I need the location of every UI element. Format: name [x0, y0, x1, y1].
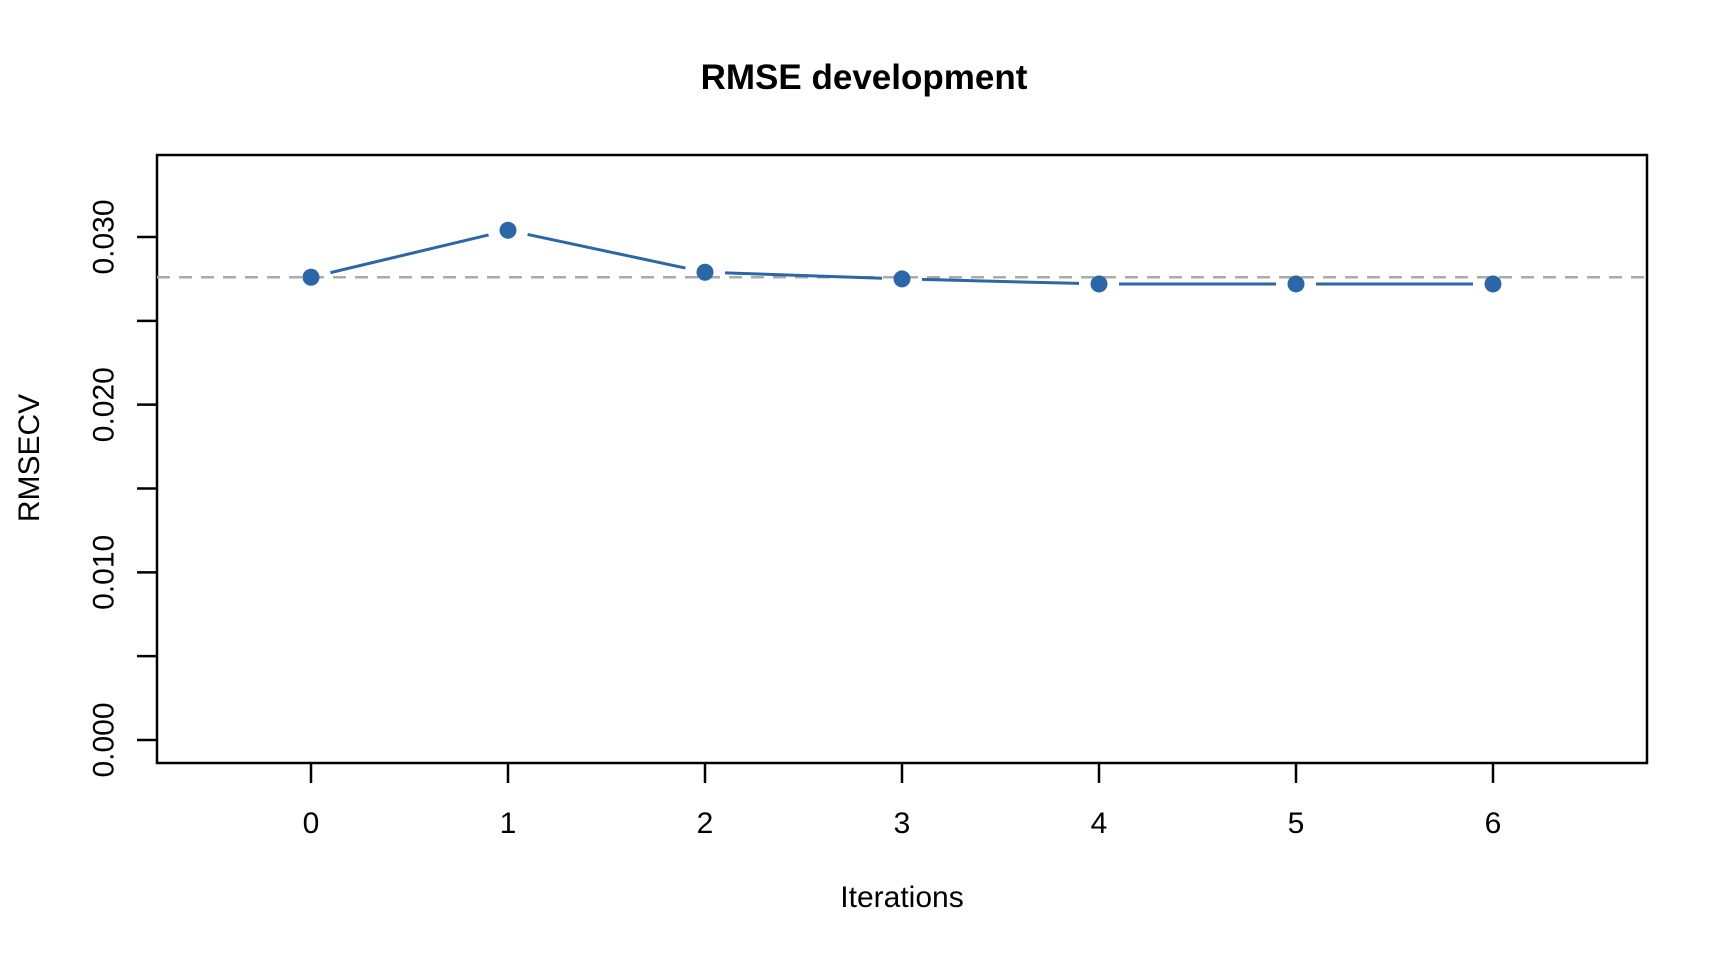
x-tick-label: 2 — [697, 807, 714, 840]
series-line-segment — [527, 232, 686, 270]
chart-title: RMSE development — [700, 58, 1028, 97]
data-point — [696, 263, 714, 281]
series-line-segment — [921, 277, 1080, 285]
y-tick-label: 0.010 — [88, 535, 121, 610]
series-line-segment — [330, 233, 489, 275]
x-axis-title: Iterations — [840, 881, 964, 914]
data-point — [893, 270, 911, 288]
x-tick-label: 5 — [1288, 807, 1305, 840]
series-line-segment — [724, 271, 883, 280]
data-point — [1484, 275, 1502, 293]
y-tick-label: 0.020 — [88, 367, 121, 442]
x-tick-label: 4 — [1091, 807, 1108, 840]
data-point — [499, 221, 517, 239]
y-tick-label: 0.030 — [88, 199, 121, 274]
y-axis-title: RMSECV — [13, 393, 46, 523]
plot-box — [155, 153, 1649, 765]
x-tick-label: 6 — [1485, 807, 1502, 840]
y-tick-label: 0.000 — [88, 702, 121, 777]
data-point — [1287, 275, 1305, 293]
x-tick-label: 0 — [303, 807, 320, 840]
x-tick-label: 1 — [500, 807, 517, 840]
x-tick-label: 3 — [894, 807, 911, 840]
data-point — [302, 268, 320, 286]
data-point — [1090, 275, 1108, 293]
